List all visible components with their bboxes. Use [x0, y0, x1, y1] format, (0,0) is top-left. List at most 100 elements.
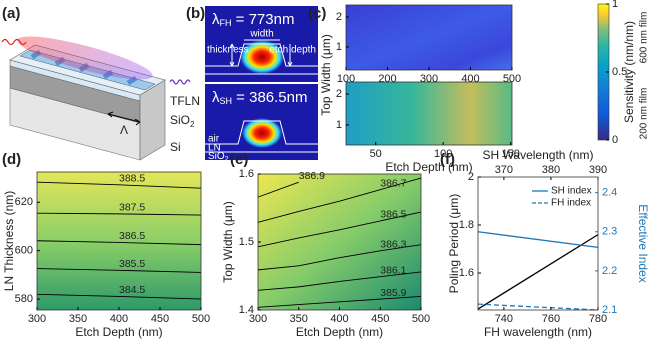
- air-label: air: [208, 134, 220, 145]
- plot-bg: [478, 177, 598, 310]
- y-tick-label: 2: [336, 88, 342, 100]
- x-tick-label: 500: [412, 313, 430, 325]
- rest: = 773nm: [232, 11, 295, 28]
- x2-tick-label: 380: [542, 164, 560, 176]
- y-axis-label: Top Width (μm): [319, 34, 333, 116]
- x-tick-label: 500: [192, 313, 210, 325]
- legend-label: FH index: [551, 198, 591, 209]
- x-tick-label: 400: [330, 313, 348, 325]
- plot-frame: [477, 176, 599, 311]
- y2-tick-label: 2.2: [602, 265, 617, 277]
- x-tick-label: 350: [69, 313, 87, 325]
- series-line: [477, 234, 599, 310]
- film-label: 200 nm film: [639, 88, 650, 140]
- y-tick-label: 1.5: [239, 236, 254, 248]
- x-tick-label: 780: [589, 313, 607, 325]
- etch-depth-label: etch depth: [269, 45, 316, 56]
- contour-line: [36, 181, 202, 189]
- fh-label: λFH = 773nm: [212, 11, 294, 28]
- y-tick-label: 620: [15, 196, 33, 208]
- panel-label: (d): [2, 151, 21, 168]
- contour-label: 386.1: [380, 264, 406, 276]
- contour-label: 385.5: [119, 258, 145, 270]
- symbol: λ: [212, 89, 220, 106]
- panel-label: (a): [2, 5, 20, 22]
- panel-label: (e): [230, 151, 248, 168]
- contour-line: [36, 293, 202, 300]
- x-axis-label: Etch Depth (nm): [296, 325, 383, 339]
- contour-line: [257, 177, 422, 223]
- contour-line: [257, 271, 422, 291]
- x-tick-label: 300: [28, 313, 46, 325]
- contour-label: 387.5: [119, 202, 145, 214]
- sio2-label: SiO2: [208, 151, 229, 163]
- contour-line: [36, 268, 202, 273]
- contour-line: [257, 211, 422, 248]
- contour-label: 388.5: [119, 173, 145, 185]
- y2-tick-label: 2.3: [602, 226, 617, 238]
- y-axis-label: Top Width (μm): [221, 201, 235, 283]
- sub: 2: [225, 156, 229, 163]
- legend-label: SH index: [551, 186, 592, 197]
- contour-label: 386.3: [380, 239, 406, 251]
- symbol: λ: [212, 11, 220, 28]
- contour-line: [36, 240, 202, 246]
- contour-label: 386.5: [380, 209, 406, 221]
- y-tick-label: 2: [468, 171, 474, 183]
- y-tick-label: 2: [336, 11, 342, 23]
- y2-tick-label: 2.4: [602, 187, 617, 199]
- x2-tick-label: 390: [589, 164, 607, 176]
- sub: SH: [220, 96, 233, 106]
- colorbar-tick-label: 1: [612, 0, 618, 10]
- y-tick-label: 1.6: [239, 168, 254, 180]
- plot-frame: [345, 81, 513, 146]
- x-tick-label: 300: [249, 313, 267, 325]
- colorbar-tick-label: 0: [612, 134, 618, 146]
- contour-line: [36, 212, 202, 216]
- series-line: [477, 303, 599, 311]
- contour-label: 386.7: [380, 177, 406, 189]
- sub: 2: [190, 120, 195, 129]
- period-label: Λ: [120, 123, 128, 137]
- x2-axis-label: SH Wavelength (nm): [483, 148, 594, 162]
- panel-label: (f): [440, 151, 455, 168]
- tfln-label: TFLN: [170, 94, 200, 108]
- sub: FH: [220, 18, 232, 28]
- y-axis-label: LN Thickness (nm): [2, 191, 16, 291]
- x-axis-label: Etch Depth (nm): [75, 325, 162, 339]
- film-label: 600 nm film: [639, 12, 650, 64]
- ln-label: LN: [208, 143, 221, 154]
- y2-tick-label: 2.1: [602, 304, 617, 316]
- contour-line: [257, 295, 422, 308]
- y-tick-label: 1.8: [459, 219, 474, 231]
- contour-label: 386.5: [119, 230, 145, 242]
- x-tick-label: 760: [542, 313, 560, 325]
- text: SiO: [208, 151, 225, 162]
- y-tick-label: 580: [15, 293, 33, 305]
- x-axis-label: FH wavelength (nm): [484, 325, 592, 339]
- y2-axis-label: Effective Index: [636, 204, 650, 283]
- si-label: Si: [170, 140, 181, 154]
- rest: = 386.5nm: [232, 89, 307, 106]
- contour-line: [257, 181, 299, 198]
- y-tick-label: 1: [336, 41, 342, 53]
- device-sketch: [1, 36, 191, 161]
- x-tick-label: 100: [434, 148, 452, 160]
- colorbar-label: Sensitivity (nm/nm): [622, 21, 636, 123]
- colorbar-tick-label: 0.5: [612, 66, 627, 78]
- text: SiO: [170, 113, 190, 127]
- series-line: [477, 231, 599, 249]
- y-axis-label: Poling Period (μm): [447, 194, 461, 294]
- x-tick-label: 150: [501, 148, 519, 160]
- x-tick-label: 350: [290, 313, 308, 325]
- x-axis-label: Etch Depth (nm): [385, 160, 472, 174]
- contour-line: [257, 244, 422, 271]
- width-label: width: [249, 29, 273, 40]
- y-tick-label: 1: [336, 119, 342, 131]
- sh-label: λSH = 386.5nm: [212, 89, 307, 106]
- panel-label: (c): [308, 5, 326, 22]
- x-tick-label: 450: [371, 313, 389, 325]
- x-tick-label: 450: [151, 313, 169, 325]
- heatmap: [346, 5, 512, 70]
